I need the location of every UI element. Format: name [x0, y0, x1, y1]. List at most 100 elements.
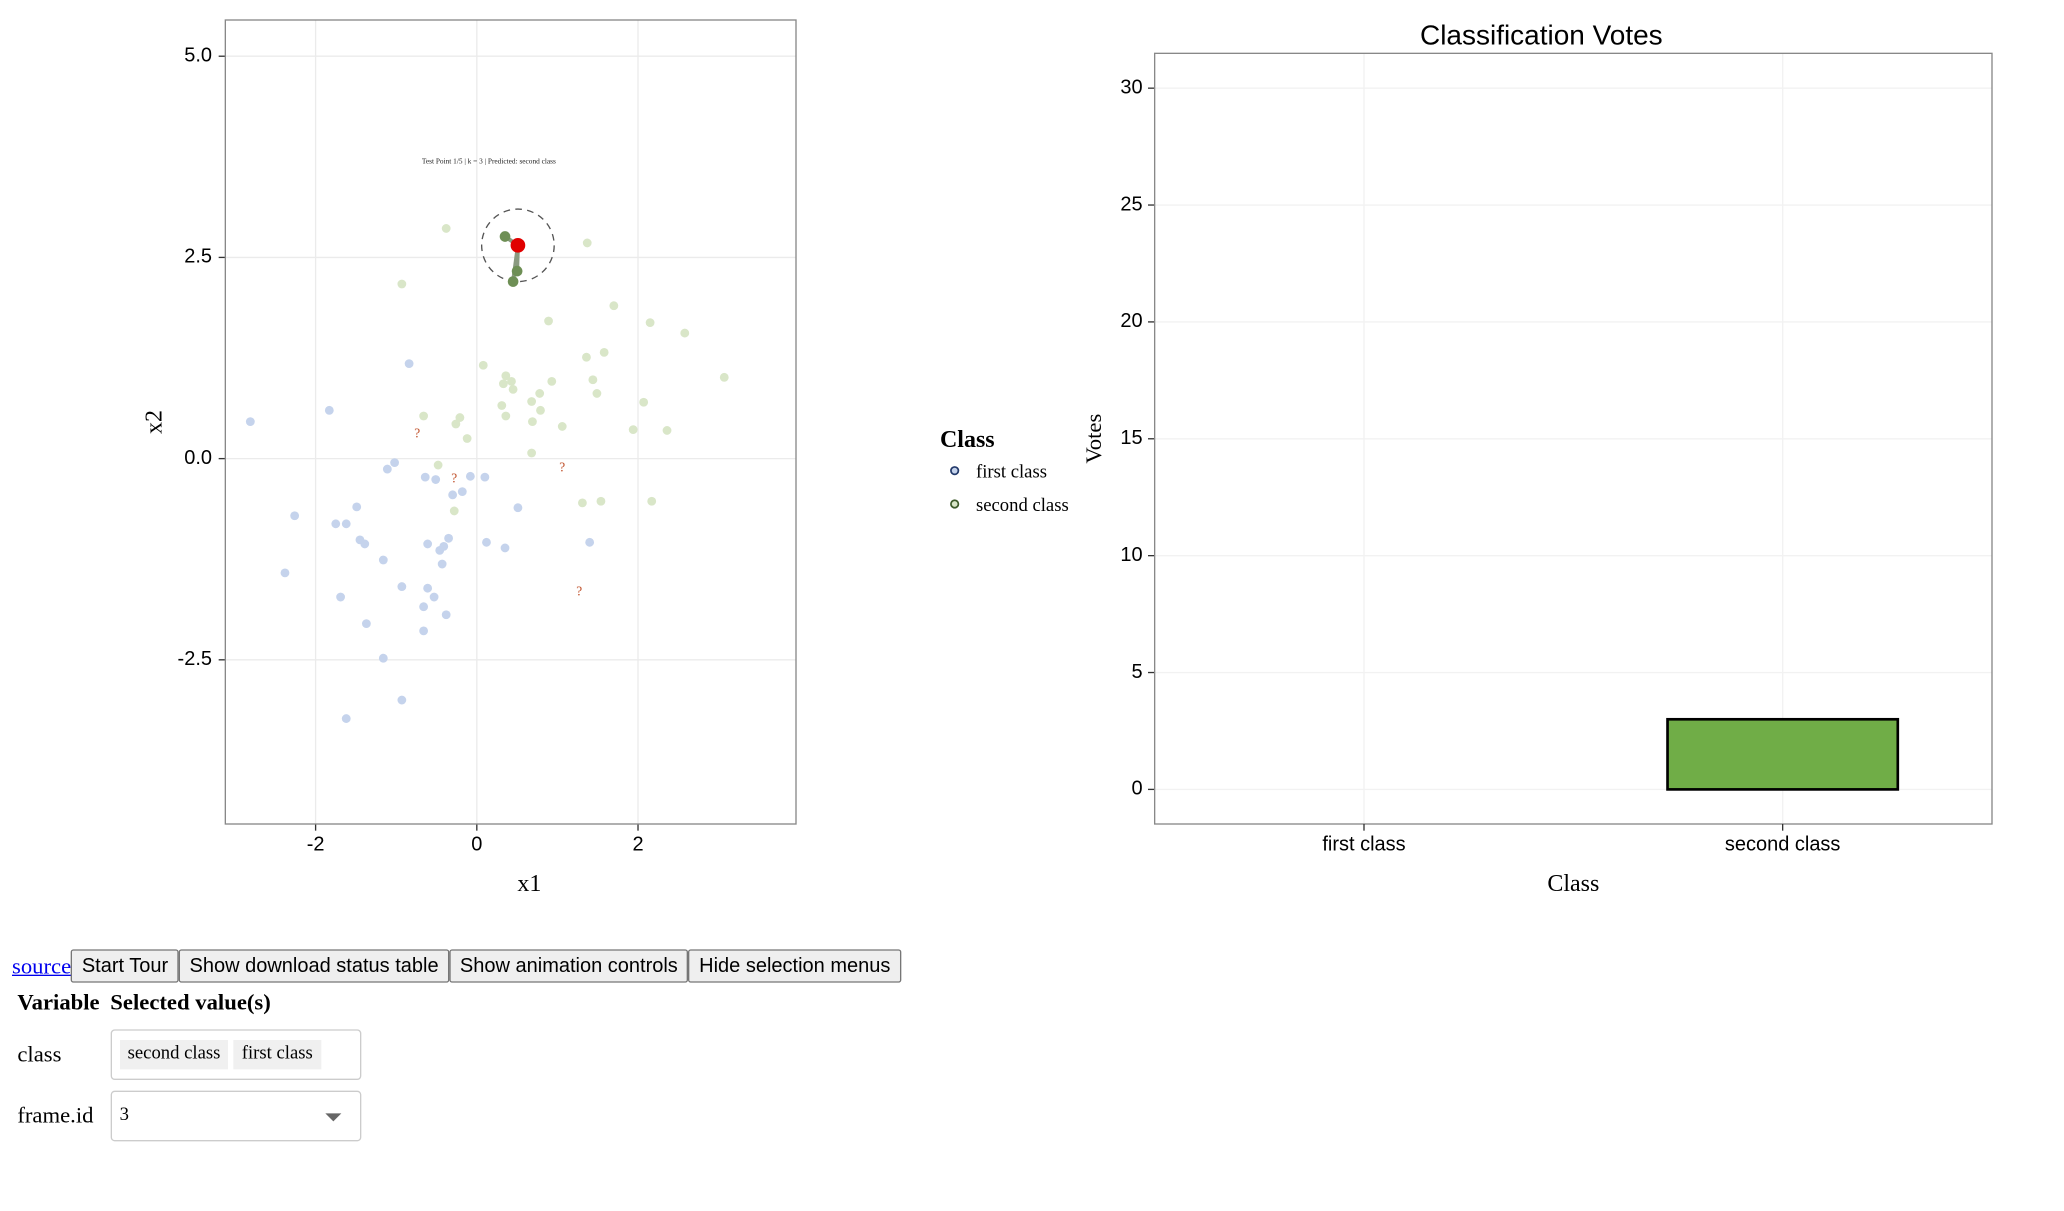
point	[501, 411, 511, 421]
point	[429, 592, 439, 602]
point	[528, 417, 537, 426]
point	[499, 379, 508, 389]
point	[609, 301, 619, 311]
point	[719, 372, 729, 382]
button[interactable]: Hide selection menus	[688, 949, 902, 983]
point	[527, 397, 537, 406]
x-tick-label: -2	[307, 834, 325, 856]
controls: source Start Tour Show download status tab…	[11, 949, 902, 1146]
plots: -2 0 2 -2.5 0.0 2.5 5.0 x1 x2 ???? Test Point 1/5 …	[141, 19, 1993, 897]
point	[680, 328, 690, 338]
point	[582, 352, 591, 362]
neighborhood	[480, 208, 555, 283]
chart-title: Classification Votes	[1420, 20, 1663, 51]
point	[423, 583, 433, 593]
button[interactable]: Show animation controls	[449, 949, 689, 983]
point	[647, 496, 657, 506]
selected-value: 3	[119, 1105, 129, 1126]
legend-label: second class	[976, 495, 1069, 516]
button[interactable]: Start Tour	[71, 949, 179, 983]
point	[419, 411, 429, 421]
x-tick-label: 0	[471, 834, 482, 856]
point	[341, 519, 351, 529]
point	[535, 389, 545, 398]
multi-select[interactable]: second class first class	[110, 1029, 361, 1080]
point	[482, 537, 491, 547]
y-tick-label: 10	[1120, 544, 1142, 566]
button[interactable]: Show download status table	[178, 949, 450, 983]
point	[245, 417, 255, 426]
chip[interactable]: first class	[233, 1039, 321, 1070]
variable: frame.id	[17, 1102, 94, 1128]
neighbor	[511, 265, 523, 277]
test-marker: ?	[414, 426, 420, 441]
y-axis-title: x2	[141, 410, 167, 434]
point	[331, 519, 341, 529]
variable: class	[17, 1041, 62, 1067]
chip[interactable]: second class	[119, 1039, 229, 1070]
x-tick-label: first class	[1322, 834, 1405, 856]
point	[480, 472, 490, 482]
point	[404, 359, 414, 369]
source-link[interactable]: source	[11, 952, 72, 978]
panel-border	[224, 19, 797, 825]
panel-border	[1153, 52, 1993, 825]
point	[361, 619, 371, 629]
legend-key	[950, 499, 960, 509]
point	[639, 397, 649, 407]
panel	[225, 19, 796, 824]
x-tick-label: second class	[1725, 834, 1841, 856]
point	[596, 496, 606, 506]
y-tick-label: 5.0	[184, 44, 212, 66]
header: Selected value(s)	[110, 989, 271, 1015]
bar	[1666, 717, 1900, 791]
point	[397, 582, 407, 591]
point	[508, 385, 518, 394]
point	[501, 371, 511, 381]
point	[360, 539, 370, 549]
point	[465, 471, 475, 481]
point	[378, 653, 388, 663]
annotation: Test Point 1/5 | k = 3 | Predicted: seco…	[422, 156, 556, 165]
test-marker: ?	[559, 459, 565, 474]
legend-label: first class	[976, 462, 1047, 483]
point	[397, 279, 407, 289]
point	[449, 506, 459, 516]
legend-key	[950, 466, 960, 476]
point	[662, 426, 672, 435]
point	[592, 389, 602, 398]
header: Variable	[17, 989, 100, 1015]
point	[437, 559, 447, 569]
point	[420, 472, 430, 482]
point	[628, 425, 638, 435]
point	[497, 401, 507, 410]
point	[455, 413, 465, 422]
caret	[324, 1113, 341, 1122]
neighbor	[499, 231, 511, 242]
point	[513, 503, 523, 513]
y-tick-label: 2.5	[184, 246, 212, 268]
point	[578, 498, 587, 508]
point	[280, 568, 290, 578]
y-tick-label: 0.0	[184, 447, 212, 469]
x-axis-title: x1	[517, 871, 541, 897]
point	[397, 695, 407, 705]
point	[419, 602, 429, 612]
legend-title: Class	[940, 427, 995, 453]
point	[390, 458, 399, 468]
y-tick-label: 30	[1120, 76, 1142, 98]
point	[557, 422, 567, 431]
point	[382, 464, 392, 474]
point	[290, 511, 300, 521]
y-tick-label: 15	[1120, 427, 1142, 449]
point	[324, 405, 334, 415]
select[interactable]: 3	[110, 1090, 361, 1142]
point	[500, 543, 510, 553]
point	[433, 460, 443, 470]
point	[599, 347, 609, 357]
point	[507, 376, 516, 386]
y-tick-label: 0	[1132, 778, 1143, 800]
point	[451, 419, 461, 429]
point	[423, 539, 433, 549]
